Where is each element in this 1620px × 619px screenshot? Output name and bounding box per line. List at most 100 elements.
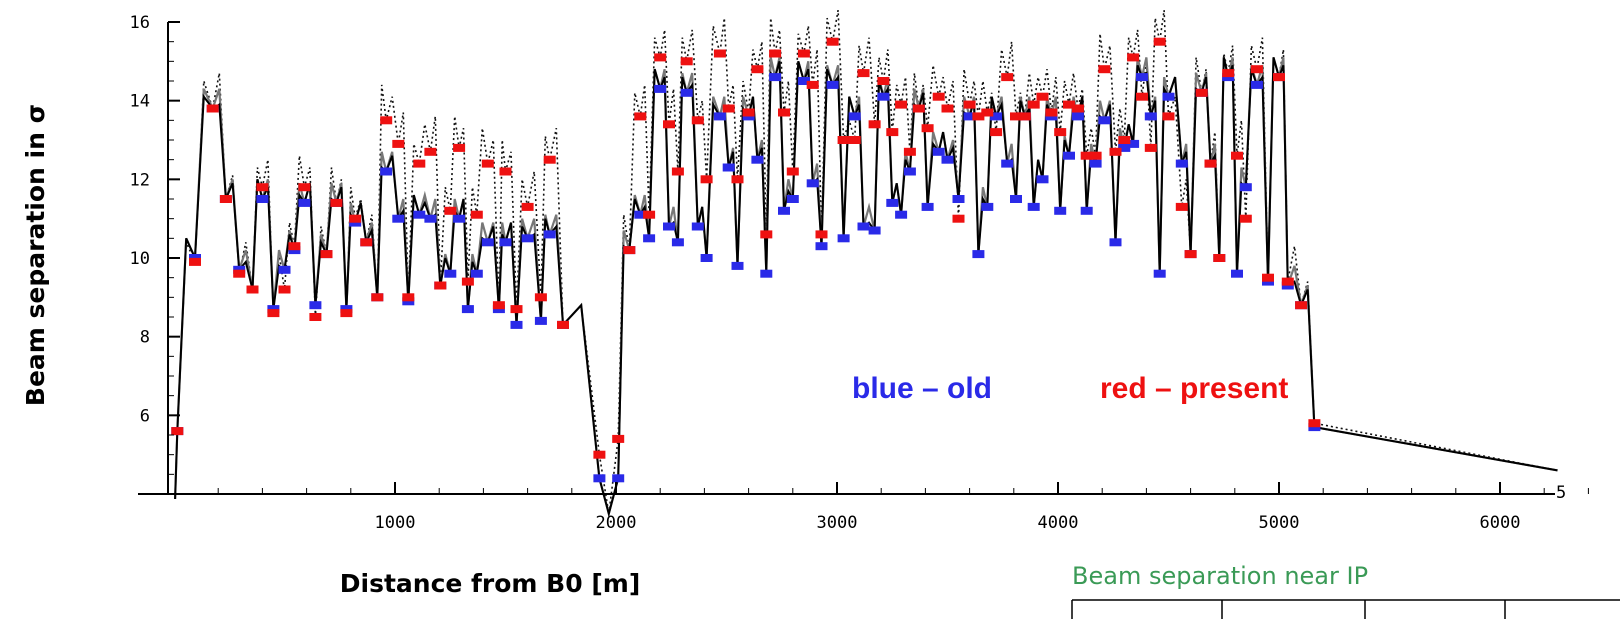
y-tick-label: 12: [130, 170, 150, 190]
y-tick-label: 6: [140, 406, 150, 426]
present-point: [713, 49, 726, 58]
present-point: [612, 434, 625, 443]
old-point: [521, 234, 534, 243]
present-point: [1045, 108, 1058, 117]
present-point: [742, 108, 755, 117]
present-point: [171, 427, 184, 436]
old-point: [481, 238, 494, 247]
present-point: [392, 139, 405, 148]
old-point: [751, 155, 764, 164]
old-point: [691, 222, 704, 231]
present-point: [1118, 136, 1131, 144]
old-point: [1001, 159, 1014, 168]
present-point: [402, 293, 415, 302]
present-point: [1308, 419, 1321, 428]
old-point: [1118, 143, 1131, 152]
old-point: [593, 474, 606, 483]
old-point: [680, 88, 693, 97]
present-point: [941, 104, 954, 113]
old-point: [1036, 175, 1049, 184]
old-point: [1239, 183, 1252, 192]
present-point: [309, 313, 322, 321]
old-point: [256, 195, 269, 203]
present-point: [868, 120, 881, 129]
present-point: [1295, 301, 1308, 310]
curve-present: [174, 10, 1558, 514]
old-point: [1080, 206, 1093, 215]
old-point: [700, 254, 713, 262]
x-tick-label: 1000: [375, 513, 416, 533]
present-point: [206, 104, 219, 113]
present-point: [492, 301, 505, 310]
old-point: [643, 234, 656, 243]
present-point: [233, 269, 246, 278]
present-point: [1018, 112, 1031, 121]
y-tick-label: 10: [130, 249, 150, 269]
axes: [138, 22, 1555, 495]
present-point: [1036, 92, 1049, 101]
present-point: [371, 293, 384, 302]
present-point: [806, 80, 819, 89]
present-point: [1054, 128, 1067, 137]
present-point: [499, 167, 512, 176]
present-point: [330, 198, 343, 207]
x-tick-label: 2000: [596, 513, 637, 533]
curves: [174, 10, 1558, 518]
old-point: [1175, 159, 1188, 168]
old-point: [1054, 206, 1067, 215]
old-point: [713, 112, 726, 121]
present-point: [981, 108, 994, 117]
old-point: [392, 214, 405, 223]
present-point: [760, 230, 773, 239]
old-point: [1027, 202, 1040, 211]
markers: [171, 37, 1321, 483]
x-tick-label: 5000: [1259, 513, 1300, 533]
present-point: [1001, 73, 1014, 82]
present-point: [288, 242, 301, 251]
present-point: [521, 202, 534, 211]
present-point: [1144, 143, 1157, 152]
note-table: [1071, 599, 1620, 619]
present-point: [654, 53, 667, 62]
present-point: [972, 112, 985, 121]
old-point: [309, 301, 322, 310]
old-point: [461, 305, 474, 314]
present-point: [731, 175, 744, 184]
old-point: [413, 210, 426, 219]
old-point: [886, 198, 899, 207]
old-point: [848, 112, 861, 121]
x-tick-label: 4000: [1038, 513, 1079, 533]
present-point: [246, 285, 259, 294]
present-point: [481, 159, 494, 168]
present-point: [470, 210, 483, 219]
present-point: [360, 238, 373, 247]
present-point: [298, 183, 311, 192]
present-point: [1162, 112, 1175, 121]
present-point: [663, 120, 675, 129]
present-point: [963, 100, 976, 109]
old-point: [663, 222, 675, 231]
old-point: [815, 242, 828, 251]
present-point: [1063, 100, 1075, 109]
old-point: [543, 230, 556, 239]
present-point: [769, 49, 782, 58]
present-point: [1195, 88, 1208, 97]
present-point: [1089, 151, 1102, 160]
present-point: [413, 159, 426, 168]
old-point: [806, 179, 819, 188]
present-point: [380, 116, 393, 125]
present-point: [1127, 53, 1140, 62]
present-point: [1153, 37, 1166, 46]
present-point: [912, 104, 925, 113]
old-point: [981, 202, 994, 211]
present-point: [634, 112, 647, 121]
old-point: [769, 73, 782, 82]
old-point: [444, 269, 457, 278]
old-point: [1063, 151, 1075, 160]
present-point: [1231, 151, 1243, 160]
note-title: Beam separation near IP: [1072, 562, 1368, 590]
present-point: [932, 92, 945, 101]
old-point: [1089, 159, 1102, 168]
present-point: [837, 136, 850, 144]
